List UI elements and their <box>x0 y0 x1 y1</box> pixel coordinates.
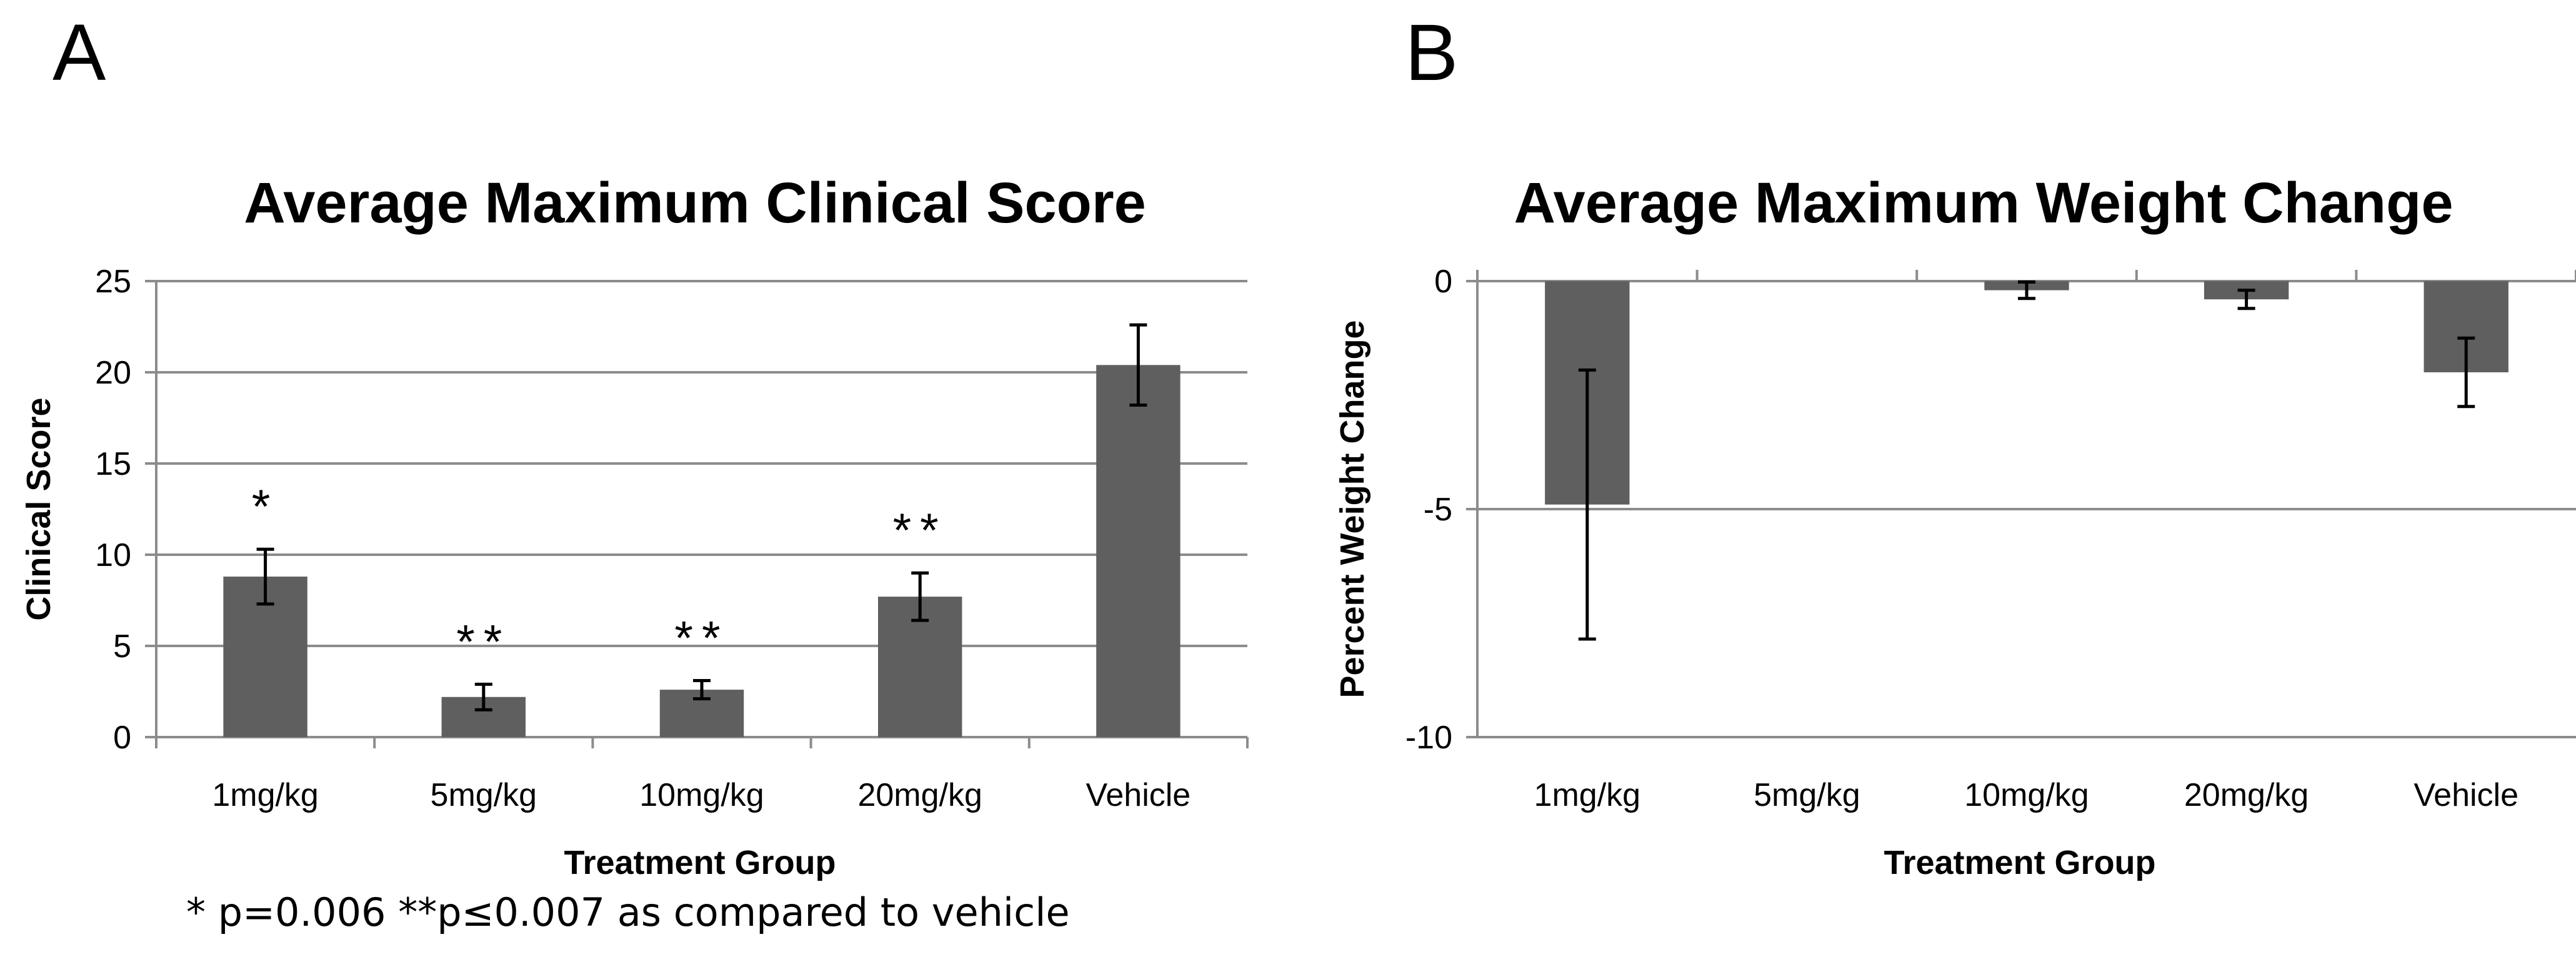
chart-a-xlabel: Treatment Group <box>564 844 836 881</box>
chart-b-ytick-label-1: -5 <box>1424 492 1452 528</box>
chart-a-ytick-label-5: 25 <box>95 264 131 300</box>
chart-a-category-label-0: 1mg/kg <box>212 777 319 813</box>
chart-a-significance-1: ** <box>456 615 511 668</box>
chart-a-ytick-label-1: 5 <box>113 628 131 665</box>
chart-b-category-label-0: 1mg/kg <box>1534 777 1641 813</box>
chart-a-significance-2: ** <box>674 612 729 665</box>
chart-a-category-label-4: Vehicle <box>1086 777 1191 813</box>
chart-a-ytick-label-4: 20 <box>95 355 131 391</box>
chart-a-plot: 0 5 10 15 20 25 1mg/kg * 5mg/kg ** 10mg/kg ** 20mg/k… <box>95 264 1249 813</box>
chart-b-category-label-1: 5mg/kg <box>1754 777 1860 813</box>
chart-b-category-label-4: Vehicle <box>2414 777 2519 813</box>
chart-b-title: Average Maximum Weight Change <box>1514 171 2454 235</box>
chart-b-ytick-label-0: 0 <box>1434 264 1452 300</box>
chart-a-category-label-1: 5mg/kg <box>431 777 537 813</box>
chart-a-significance-3: ** <box>893 504 947 557</box>
chart-a-category-label-3: 20mg/kg <box>857 777 982 813</box>
chart-a-category-label-2: 10mg/kg <box>639 777 764 813</box>
chart-b-ytick-label-2: -10 <box>1405 720 1452 756</box>
chart-b-xlabel: Treatment Group <box>1884 844 2155 881</box>
panel-label-b: B <box>1405 8 1458 97</box>
chart-a-significance-0: * <box>252 480 279 533</box>
significance-footnote: * p=0.006 **p≤0.007 as compared to vehic… <box>186 890 1070 935</box>
chart-a-ytick-label-2: 10 <box>95 537 131 573</box>
chart-b-category-label-3: 20mg/kg <box>2184 777 2309 813</box>
chart-a-ylabel: Clinical Score <box>20 397 57 620</box>
chart-a-bar-4 <box>1096 365 1181 737</box>
chart-a-title: Average Maximum Clinical Score <box>244 171 1146 235</box>
panel-label-a: A <box>52 8 106 97</box>
chart-a-ytick-label-0: 0 <box>113 720 131 756</box>
chart-b-plot: 0 -5 -10 1mg/kg 5mg/kg 10mg/kg 20mg/kg Vehicle <box>1405 264 2576 813</box>
chart-b-category-label-2: 10mg/kg <box>1964 777 2089 813</box>
chart-b-ylabel: Percent Weight Change <box>1334 320 1371 698</box>
chart-a-ytick-label-3: 15 <box>95 446 131 482</box>
